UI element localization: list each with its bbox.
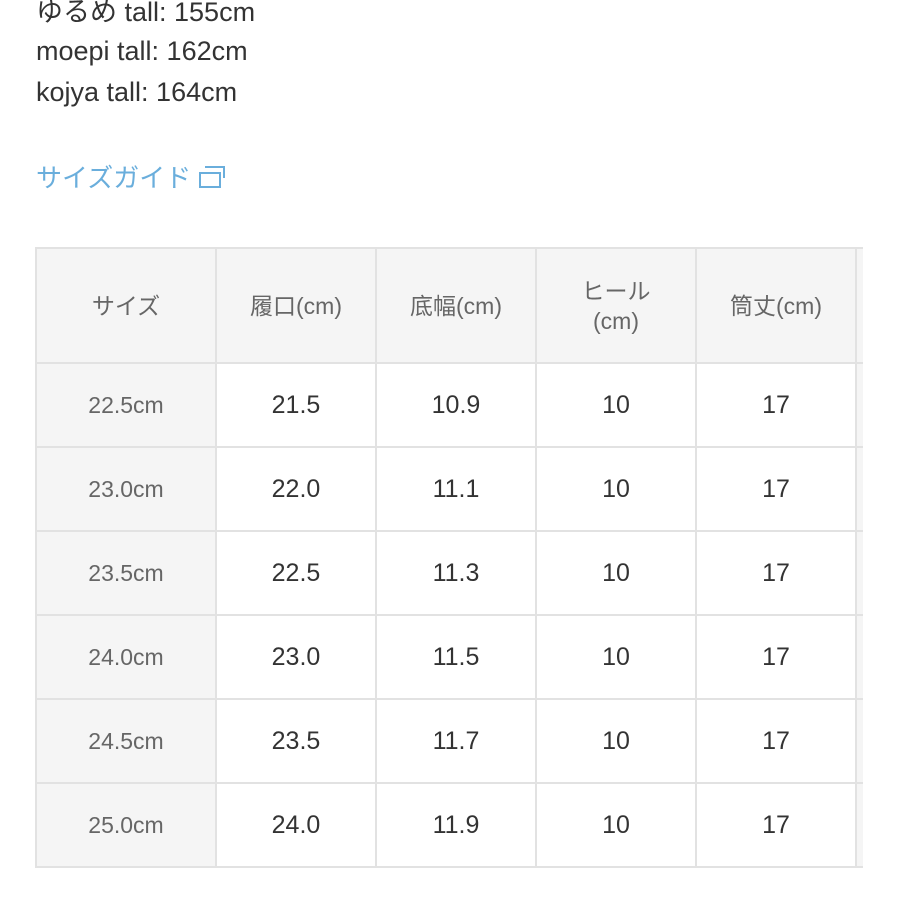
value-cell: 21.5	[215, 362, 377, 448]
header-opening: 履口(cm)	[215, 247, 377, 364]
value-cell: 17	[695, 530, 857, 616]
header-shaft-height: 筒丈(cm)	[695, 247, 857, 364]
value-cell: 22.0	[215, 446, 377, 532]
table-overflow-edge	[855, 362, 863, 448]
value-cell: 17	[695, 614, 857, 700]
value-cell: 17	[695, 362, 857, 448]
size-cell: 24.0cm	[35, 614, 217, 700]
value-cell: 11.9	[375, 782, 537, 868]
value-cell: 22.5	[215, 530, 377, 616]
table-overflow-edge	[855, 782, 863, 868]
value-cell: 11.5	[375, 614, 537, 700]
table-header-row: サイズ 履口(cm) 底幅(cm) ヒール(cm) 筒丈(cm)	[35, 247, 863, 364]
table-row: 23.0cm 22.0 11.1 10 17	[35, 446, 863, 532]
table-row: 24.5cm 23.5 11.7 10 17	[35, 698, 863, 784]
header-heel: ヒール(cm)	[535, 247, 697, 364]
model-height-2: moepi tall: 162cm	[36, 36, 248, 66]
table-overflow-edge	[855, 698, 863, 784]
model-height-1: ゆるめ tall: 155cm	[36, 0, 256, 27]
value-cell: 10	[535, 362, 697, 448]
value-cell: 10	[535, 698, 697, 784]
table-overflow-edge	[855, 614, 863, 700]
value-cell: 10	[535, 782, 697, 868]
value-cell: 17	[695, 446, 857, 532]
size-cell: 23.0cm	[35, 446, 217, 532]
table-row: 23.5cm 22.5 11.3 10 17	[35, 530, 863, 616]
value-cell: 23.5	[215, 698, 377, 784]
size-cell: 23.5cm	[35, 530, 217, 616]
value-cell: 11.1	[375, 446, 537, 532]
value-cell: 23.0	[215, 614, 377, 700]
value-cell: 10	[535, 446, 697, 532]
value-cell: 11.7	[375, 698, 537, 784]
table-overflow-edge	[855, 446, 863, 532]
value-cell: 11.3	[375, 530, 537, 616]
size-cell: 24.5cm	[35, 698, 217, 784]
size-guide-label: サイズガイド	[36, 163, 192, 193]
value-cell: 17	[695, 698, 857, 784]
value-cell: 10	[535, 530, 697, 616]
size-cell: 22.5cm	[35, 362, 217, 448]
size-cell: 25.0cm	[35, 782, 217, 868]
value-cell: 24.0	[215, 782, 377, 868]
external-window-icon	[199, 165, 226, 188]
model-height-3: kojya tall: 164cm	[36, 77, 238, 107]
header-size: サイズ	[35, 247, 217, 364]
table-overflow-edge	[855, 530, 863, 616]
header-sole-width: 底幅(cm)	[375, 247, 537, 364]
size-guide-link[interactable]: サイズガイド	[36, 158, 226, 195]
size-table: サイズ 履口(cm) 底幅(cm) ヒール(cm) 筒丈(cm) 22.5cm 2…	[35, 247, 863, 868]
table-overflow-edge	[855, 247, 863, 364]
value-cell: 10	[535, 614, 697, 700]
value-cell: 17	[695, 782, 857, 868]
table-row: 22.5cm 21.5 10.9 10 17	[35, 362, 863, 448]
value-cell: 10.9	[375, 362, 537, 448]
table-row: 24.0cm 23.0 11.5 10 17	[35, 614, 863, 700]
table-row: 25.0cm 24.0 11.9 10 17	[35, 782, 863, 868]
